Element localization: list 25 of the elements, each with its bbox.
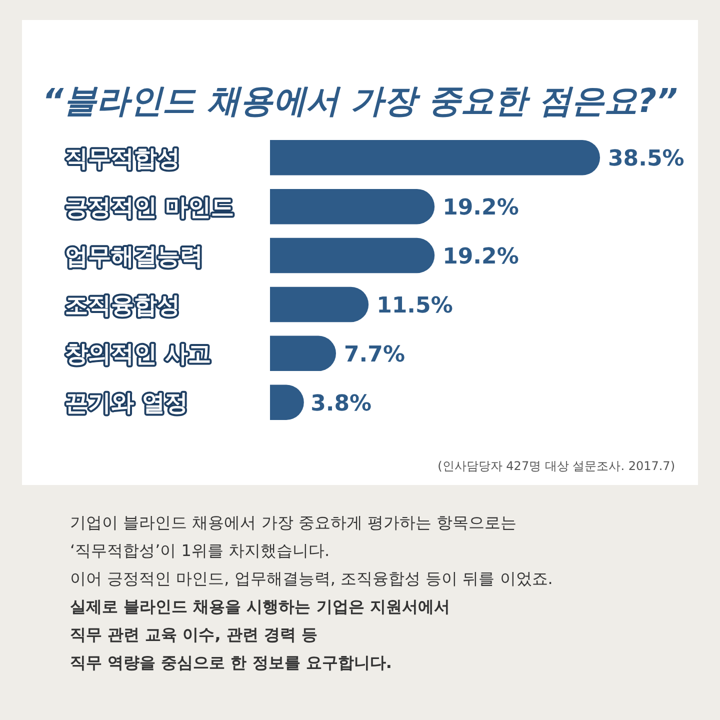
data-label: 3.8% — [310, 391, 372, 416]
chart-title: “블라인드 채용에서 가장 중요한 점은요?” — [42, 81, 678, 120]
text: ‘직무적합성’이 1위를 차지했습니다. — [70, 541, 330, 560]
data-label: 38.5% — [608, 146, 684, 172]
text: (인사담당자 427명 대상 설문조사. 2017.7) — [438, 459, 675, 473]
bar — [270, 336, 336, 372]
bar — [270, 238, 435, 274]
y-tick-label: 끈기와 열정 — [65, 390, 188, 417]
data-label: 19.2% — [442, 195, 519, 220]
data-label: 7.7% — [344, 342, 406, 368]
bar — [270, 188, 435, 224]
bar — [270, 140, 600, 176]
y-tick-label: 직무적합성 — [65, 146, 180, 172]
data-label: 19.2% — [442, 244, 519, 270]
bar — [270, 286, 369, 322]
y-tick-label: 창의적인 사고 — [65, 342, 212, 368]
text: 기업이 블라인드 채용에서 가장 중요하게 평가하는 항목으로는 — [70, 513, 517, 532]
y-tick-label: 업무해결능력 — [65, 244, 203, 270]
text: 실제로 블라인드 채용을 시행하는 기업은 지원서에서 — [70, 597, 450, 616]
text: 직무 관련 교육 이수, 관련 경력 등 — [70, 625, 318, 644]
data-label: 11.5% — [376, 293, 453, 318]
y-tick-label: 긍정적인 마인드 — [65, 194, 234, 221]
y-tick-label: 조직융합성 — [65, 292, 180, 319]
text: 직무 역량을 중심으로 한 정보를 요구합니다. — [70, 653, 392, 672]
text: 이어 긍정적인 마인드, 업무해결능력, 조직융합성 등이 뒤를 이었죠. — [70, 569, 553, 588]
